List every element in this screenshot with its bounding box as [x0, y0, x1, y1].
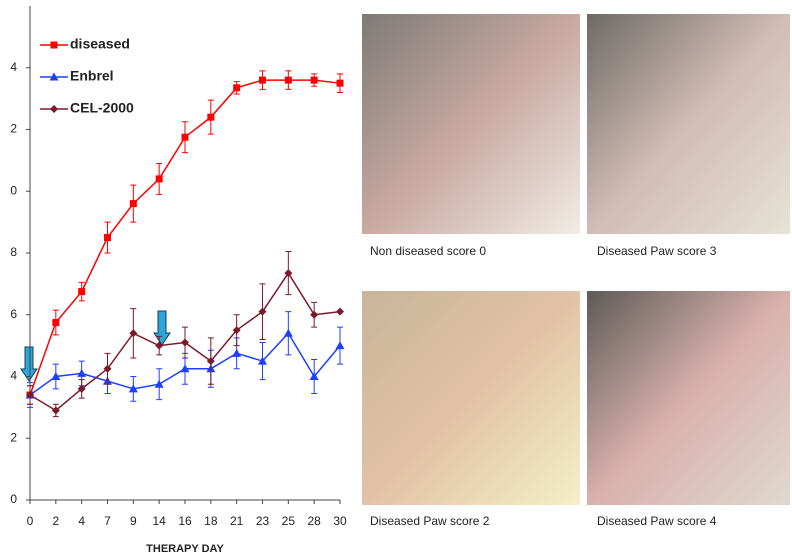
marker — [182, 134, 189, 141]
y-tick-label: 0 — [10, 492, 17, 506]
photo-caption: Diseased Paw score 3 — [597, 244, 717, 258]
arrow — [21, 311, 170, 381]
photo-caption: Diseased Paw score 4 — [597, 514, 717, 528]
marker — [78, 288, 85, 295]
legend-marker — [51, 42, 58, 49]
y-tick-label: 4 — [10, 369, 17, 383]
x-tick-label: 23 — [256, 514, 270, 528]
x-tick-label: 14 — [152, 514, 166, 528]
legend-label: Enbrel — [70, 68, 114, 84]
x-tick-label: 0 — [27, 514, 34, 528]
legend-marker — [50, 105, 58, 113]
marker — [232, 349, 241, 357]
photo-caption: Non diseased score 0 — [370, 244, 486, 258]
x-tick-label: 4 — [78, 514, 85, 528]
marker — [104, 234, 111, 241]
marker — [156, 175, 163, 182]
x-tick-label: 21 — [230, 514, 244, 528]
legend-label: diseased — [70, 36, 130, 52]
x-tick-label: 30 — [333, 514, 347, 528]
marker — [336, 308, 344, 316]
marker — [77, 369, 86, 377]
x-tick-label: 25 — [282, 514, 296, 528]
marker — [207, 114, 214, 121]
marker — [284, 269, 292, 277]
marker — [285, 77, 292, 84]
y-tick-label: 8 — [10, 245, 17, 259]
marker — [52, 319, 59, 326]
marker — [130, 200, 137, 207]
x-tick-label: 9 — [130, 514, 137, 528]
y-tick-label: 0 — [10, 183, 17, 197]
x-axis-label: THERAPY DAY — [146, 543, 224, 555]
y-tick-label: 4 — [10, 60, 17, 74]
marker — [155, 380, 164, 388]
y-tick-label: 6 — [10, 307, 17, 321]
photo — [587, 291, 790, 505]
x-tick-label: 2 — [52, 514, 59, 528]
marker — [337, 80, 344, 87]
photo-caption: Diseased Paw score 2 — [370, 514, 490, 528]
x-tick-label: 28 — [307, 514, 321, 528]
marker — [336, 341, 345, 349]
photo — [587, 14, 790, 234]
x-tick-label: 18 — [204, 514, 218, 528]
figure: Non diseased score 0 Diseased Paw score … — [0, 0, 792, 558]
marker — [233, 84, 240, 91]
x-tick-label: 16 — [178, 514, 192, 528]
y-tick-label: 2 — [10, 430, 17, 444]
marker — [310, 311, 318, 319]
legend-label: CEL-2000 — [70, 100, 134, 116]
marker — [259, 77, 266, 84]
y-tick-label: 2 — [10, 122, 17, 136]
photo — [362, 291, 580, 505]
photo — [362, 14, 580, 234]
marker — [311, 77, 318, 84]
x-tick-label: 7 — [104, 514, 111, 528]
marker — [284, 329, 293, 337]
